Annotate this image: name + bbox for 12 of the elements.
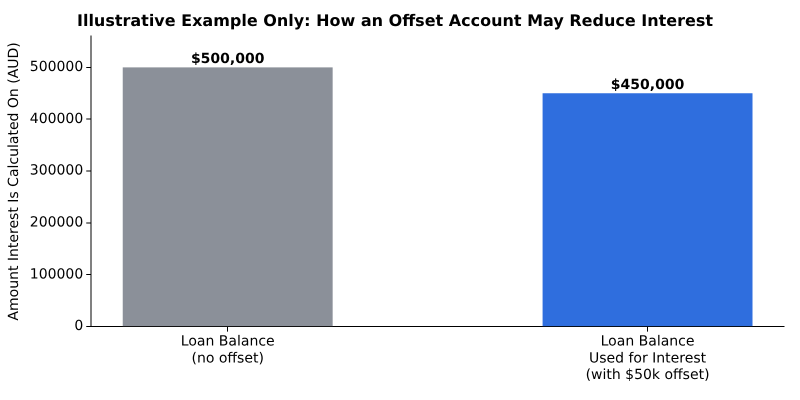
data-label: $500,000 <box>190 50 265 67</box>
x-tick-label: Loan Balance Used for Interest (with $50k offset) <box>586 334 710 384</box>
x-tick-label: Loan Balance (no offset) <box>180 334 275 366</box>
y-tick-label: 400000 <box>30 110 84 127</box>
y-tick-label: 200000 <box>30 214 84 231</box>
y-tick-label: 500000 <box>30 58 84 75</box>
data-label: $450,000 <box>610 76 685 93</box>
chart-title: Illustrative Example Only: How an Offset Account May Reduce Interest <box>76 10 714 30</box>
y-axis-title: Amount Interest Is Calculated On (AUD) <box>6 42 22 321</box>
y-tick-label: 0 <box>74 318 84 334</box>
y-tick-label: 300000 <box>30 162 84 179</box>
y-tick-label: 100000 <box>30 266 84 282</box>
